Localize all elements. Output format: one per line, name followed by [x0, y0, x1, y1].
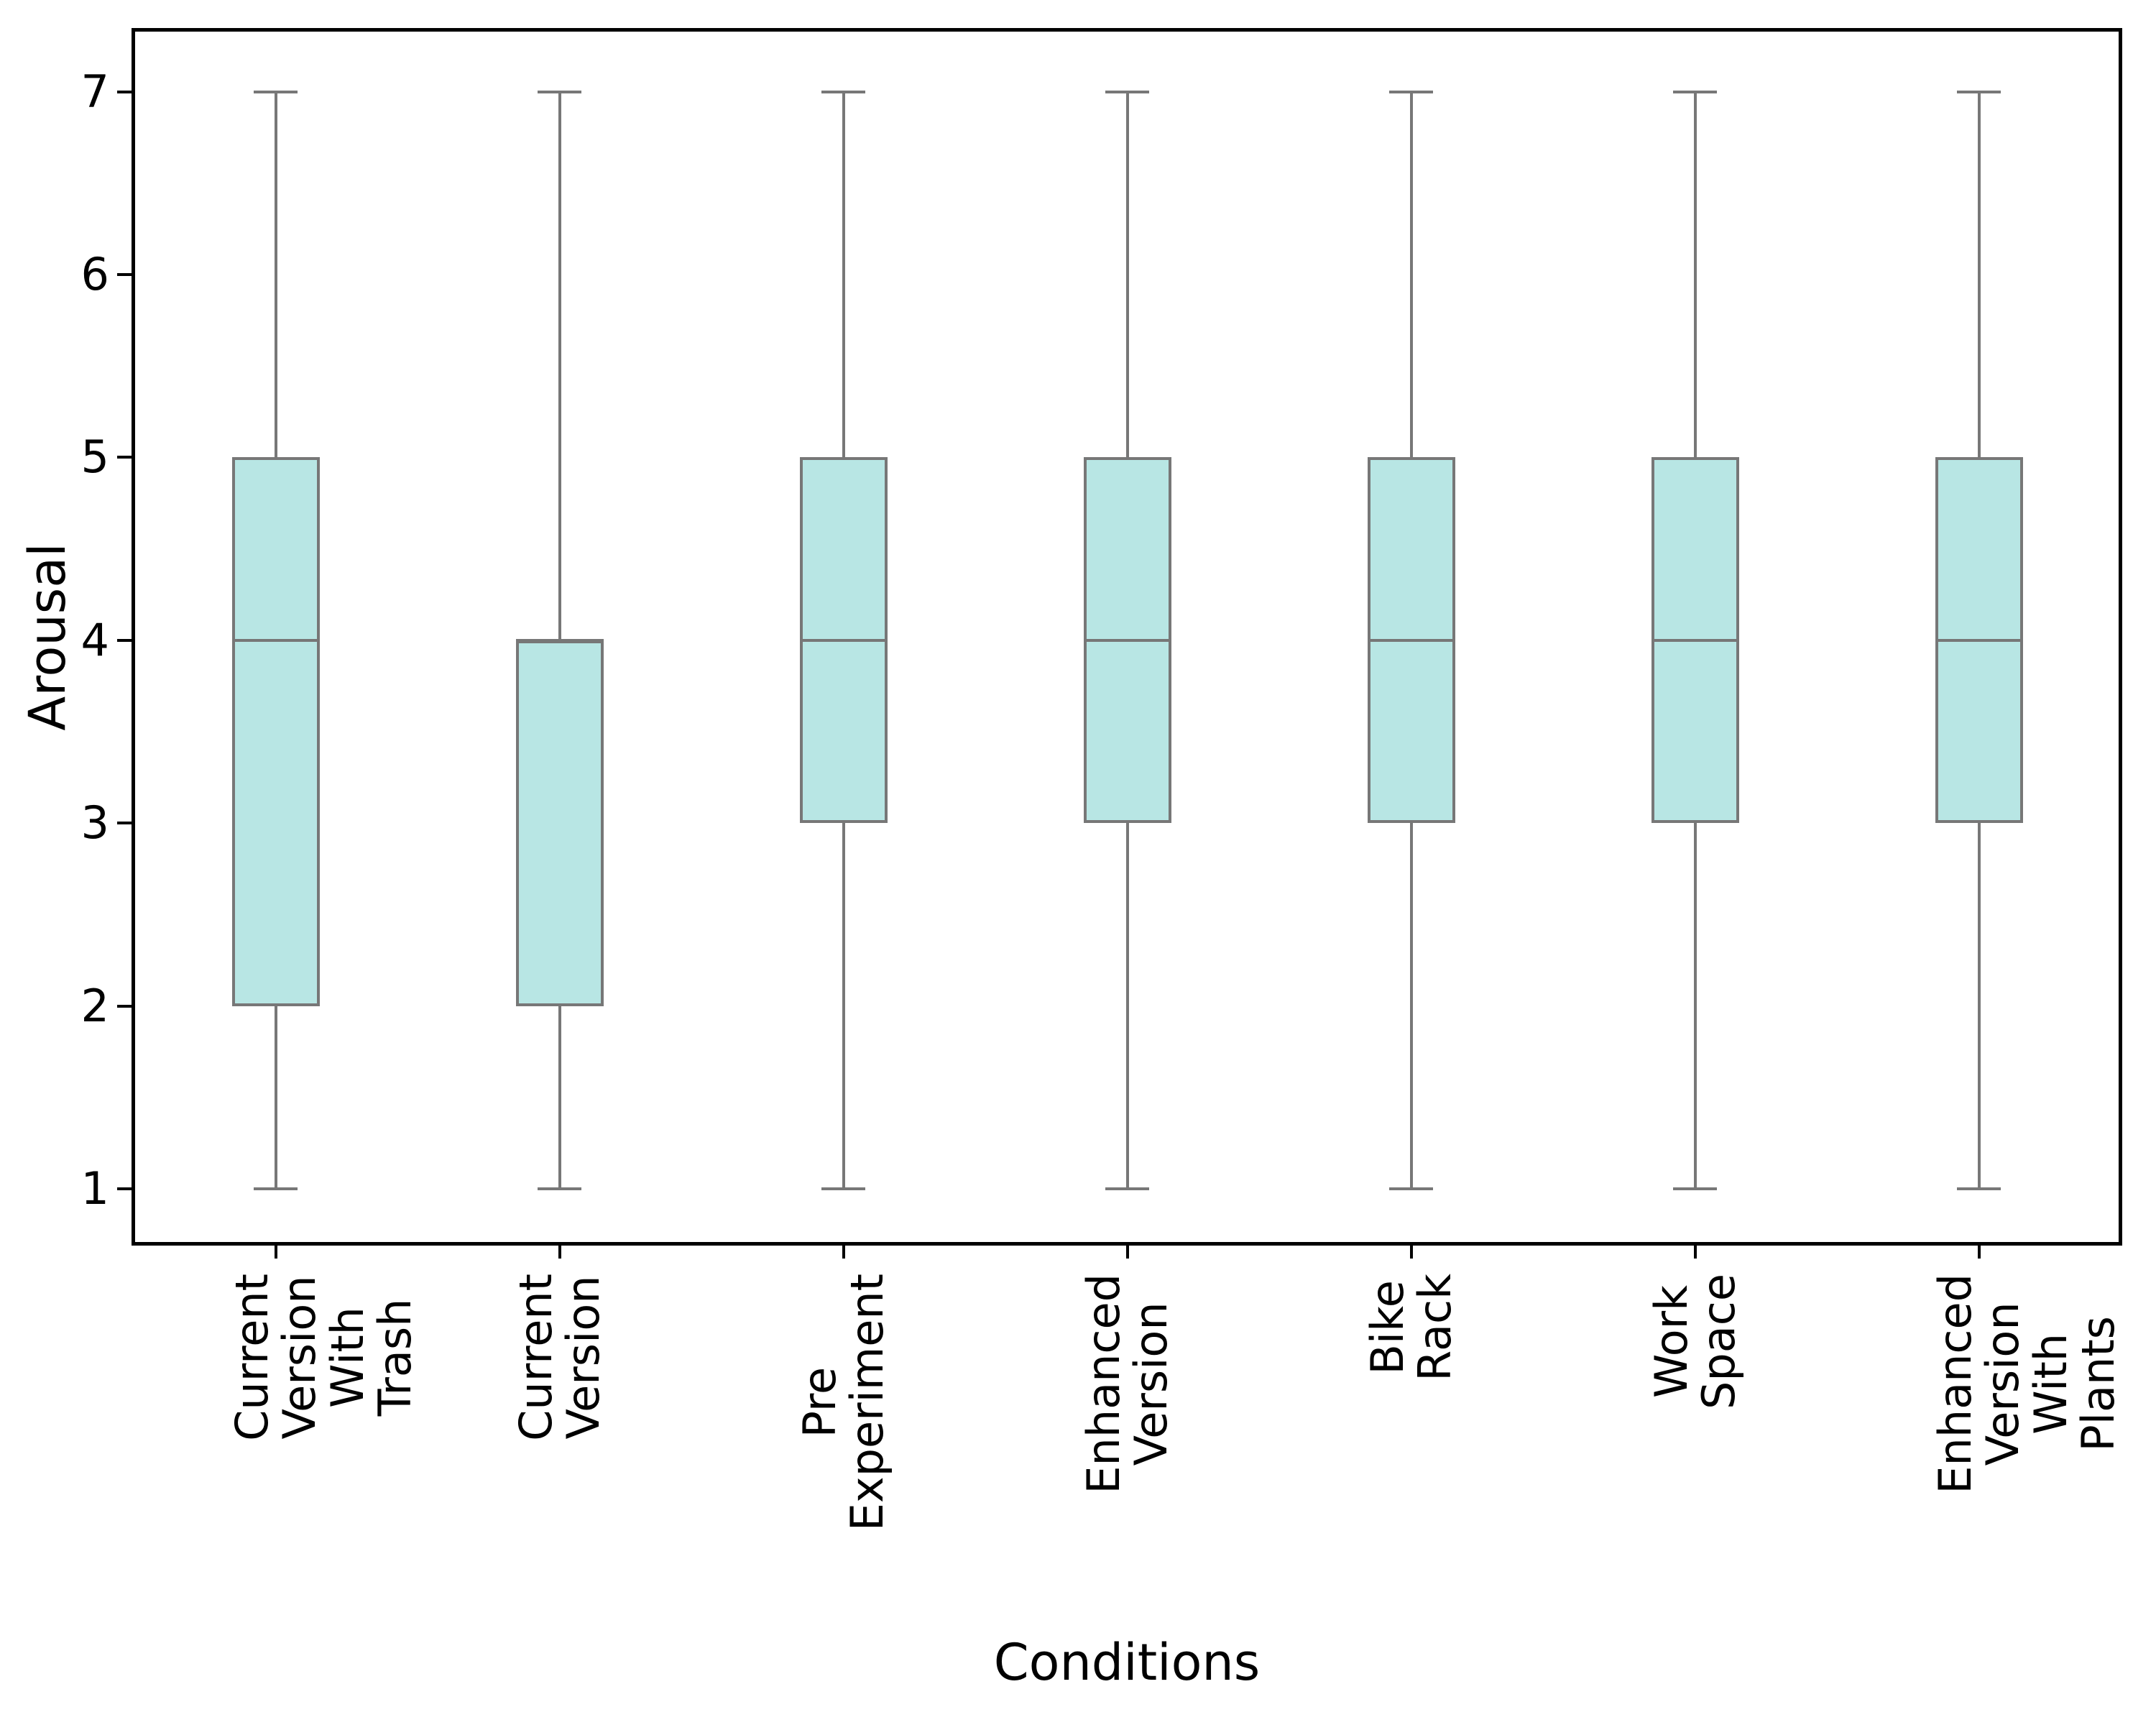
- y-tick-label: 4: [80, 613, 109, 666]
- y-tick-mark: [117, 1187, 132, 1191]
- y-tick-mark: [117, 822, 132, 825]
- x-tick-mark: [1977, 1246, 1981, 1259]
- median-line: [1083, 638, 1171, 642]
- x-tick-label: Pre Experiment: [793, 1274, 893, 1532]
- whisker-cap: [821, 1187, 865, 1191]
- x-tick-mark: [558, 1246, 561, 1259]
- x-tick-mark: [842, 1246, 845, 1259]
- x-tick-label: Bike Rack: [1360, 1274, 1461, 1381]
- iqr-box: [515, 640, 604, 1006]
- y-tick-mark: [117, 456, 132, 459]
- whisker-cap: [254, 1187, 298, 1191]
- whisker-cap: [1389, 90, 1433, 93]
- whisker-cap: [1673, 90, 1717, 93]
- x-tick-label: Current Version With Trash: [225, 1274, 421, 1441]
- x-tick-mark: [1125, 1246, 1129, 1259]
- whisker-cap: [538, 90, 581, 93]
- iqr-box: [231, 457, 320, 1006]
- x-tick-mark: [274, 1246, 277, 1259]
- whisker-cap: [1105, 90, 1149, 93]
- whisker-cap: [254, 90, 298, 93]
- y-tick-mark: [117, 638, 132, 642]
- median-line: [1651, 638, 1739, 642]
- x-tick-label: Work Space: [1644, 1274, 1745, 1409]
- y-tick-label: 3: [80, 796, 109, 850]
- median-line: [231, 638, 320, 642]
- whisker-cap: [821, 90, 865, 93]
- y-tick-label: 1: [80, 1162, 109, 1215]
- x-tick-mark: [1409, 1246, 1413, 1259]
- y-tick-mark: [117, 1004, 132, 1008]
- x-tick-label: Current Version: [509, 1274, 609, 1441]
- whisker-cap: [1957, 90, 2001, 93]
- y-tick-label: 2: [80, 979, 109, 1032]
- whisker-cap: [538, 1187, 581, 1191]
- y-tick-mark: [117, 272, 132, 276]
- median-line: [1935, 638, 2023, 642]
- y-tick-label: 7: [80, 65, 109, 118]
- whisker-cap: [1389, 1187, 1433, 1191]
- y-tick-label: 6: [80, 247, 109, 300]
- median-line: [515, 638, 604, 642]
- y-axis-title: Arousal: [18, 543, 77, 731]
- y-tick-mark: [117, 90, 132, 93]
- whisker-cap: [1105, 1187, 1149, 1191]
- x-tick-label: Enhanced Version: [1077, 1274, 1177, 1494]
- x-tick-mark: [1693, 1246, 1697, 1259]
- x-axis-title: Conditions: [993, 1633, 1261, 1692]
- median-line: [799, 638, 888, 642]
- whisker-cap: [1957, 1187, 2001, 1191]
- y-tick-label: 5: [80, 431, 109, 484]
- whisker-cap: [1673, 1187, 1717, 1191]
- median-line: [1367, 638, 1455, 642]
- x-tick-label: Enhanced Version With Plants: [1928, 1274, 2124, 1494]
